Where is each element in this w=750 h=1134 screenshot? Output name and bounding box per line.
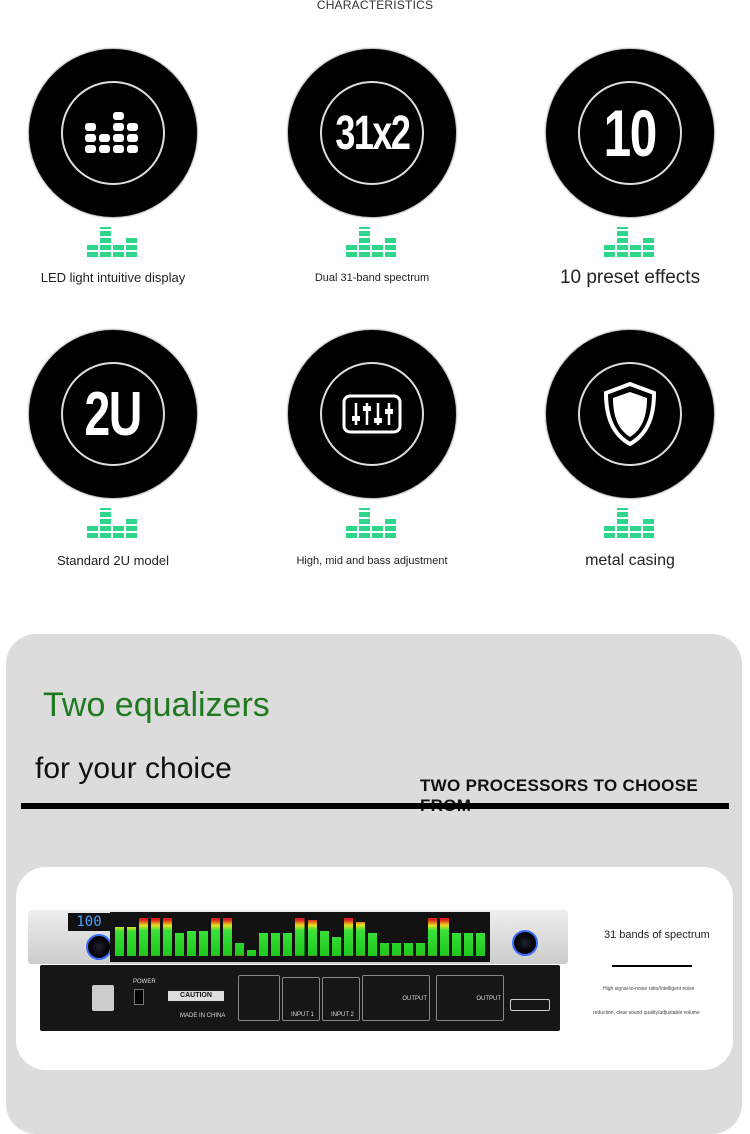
icon-text: 10	[603, 96, 658, 170]
power-socket	[92, 985, 114, 1011]
spectrum-band-bar	[463, 932, 473, 956]
spectrum-band-bar	[343, 918, 353, 956]
feature-label: 10 preset effects	[559, 267, 701, 288]
volume-knob	[512, 930, 538, 956]
feature-circle	[546, 330, 714, 498]
spectrum-band-bar	[283, 932, 293, 956]
output-1: OUTPUT	[362, 975, 430, 1021]
input-2-jack: INPUT 2	[322, 977, 360, 1021]
spectrum-band-bar	[475, 932, 485, 956]
spectrum-band-bar	[451, 932, 461, 956]
section-title: Two equalizers	[43, 686, 270, 724]
spectrum-band-bar	[115, 926, 125, 956]
spectrum-band-bar	[367, 932, 377, 956]
spectrum-band-bar	[355, 922, 365, 956]
section-subtitle: for your choice	[35, 752, 232, 785]
spectrum-band-bar	[415, 943, 425, 956]
spectrum-band-bar	[235, 943, 245, 956]
power-switch	[134, 989, 144, 1005]
equalizer-front-panel: 100	[28, 910, 568, 964]
spectrum-band-bar	[391, 943, 401, 956]
led-bars-icon	[85, 112, 138, 153]
spectrum-feature-title: 31 bands of spectrum	[604, 929, 710, 941]
preset-display: 100	[68, 913, 110, 931]
caution-label: CAUTION	[168, 991, 224, 1001]
spectrum-band-bar	[403, 943, 413, 956]
spectrum-band-bar	[151, 918, 161, 956]
feature-presets: 10 10 preset effects	[515, 49, 745, 289]
spectrum-band-bar	[199, 930, 209, 956]
equalizer-rear-panel: POWER CAUTION MADE IN CHINA INPUT 1 INPU…	[40, 965, 560, 1031]
spectrum-band-bar	[295, 918, 305, 956]
made-in-label: MADE IN CHINA	[180, 1013, 226, 1019]
feature-circle	[29, 49, 197, 217]
feature-label: LED light intuitive display	[40, 270, 186, 285]
equalizer-icon	[87, 508, 139, 538]
feature-circle: 2U	[29, 330, 197, 498]
feature-metal-casing: metal casing	[515, 330, 745, 572]
feature-dual-spectrum: 31x2 Dual 31-band spectrum	[257, 49, 487, 289]
spectrum-band-bar	[271, 932, 281, 956]
spectrum-band-bar	[187, 930, 197, 956]
input-1-jack: INPUT 1	[282, 977, 320, 1021]
spectrum-band-bar	[163, 918, 173, 956]
output-2: OUTPUT	[436, 975, 504, 1021]
feature-desc-line1: High signal-to-noise ratio/Intelligent n…	[603, 986, 695, 992]
feature-adjustment: High, mid and bass adjustment	[257, 330, 487, 572]
icon-text: 2U	[84, 379, 143, 449]
spectrum-band-bar	[211, 918, 221, 956]
section-header: CHARACTERISTICS	[316, 0, 434, 12]
spectrum-band-bar	[427, 918, 437, 956]
sliders-icon	[342, 394, 402, 434]
rca-jacks	[238, 975, 280, 1021]
equalizer-icon	[87, 227, 139, 257]
spectrum-band-bar	[175, 932, 185, 956]
feature-circle	[288, 330, 456, 498]
equalizer-icon	[346, 227, 398, 257]
feature-divider	[612, 965, 692, 967]
equalizer-icon	[346, 508, 398, 538]
feature-label: Standard 2U model	[56, 553, 169, 568]
power-label: POWER	[133, 979, 156, 985]
feature-circle: 31x2	[288, 49, 456, 217]
icon-text: 31x2	[334, 106, 411, 160]
feature-desc-line2: reduction, clear sound quality/adjustabl…	[593, 1010, 700, 1016]
feature-2u: 2U Standard 2U model	[0, 330, 228, 572]
spectrum-band-bar	[247, 949, 257, 956]
spectrum-band-bar	[331, 937, 341, 956]
ce-label	[510, 999, 550, 1011]
feature-label: High, mid and bass adjustment	[296, 555, 448, 567]
spectrum-band-bar	[379, 943, 389, 956]
spectrum-band-bar	[439, 918, 449, 956]
shield-icon	[603, 381, 657, 447]
spectrum-display	[110, 912, 490, 962]
feature-label: Dual 31-band spectrum	[314, 272, 430, 284]
feature-label: metal casing	[585, 552, 675, 569]
equalizer-icon	[604, 227, 656, 257]
feature-led-display: LED light intuitive display	[0, 49, 228, 289]
spectrum-band-bar	[319, 930, 329, 956]
feature-circle: 10	[546, 49, 714, 217]
spectrum-band-bar	[307, 920, 317, 956]
level-knob	[86, 934, 112, 960]
spectrum-band-bar	[223, 918, 233, 956]
spectrum-band-bar	[259, 932, 269, 956]
divider	[21, 803, 729, 809]
equalizer-icon	[604, 508, 656, 538]
spectrum-band-bar	[139, 918, 149, 956]
spectrum-band-bar	[127, 926, 137, 956]
section-tagline: TWO PROCESSORS TO CHOOSE FROM	[420, 776, 698, 815]
